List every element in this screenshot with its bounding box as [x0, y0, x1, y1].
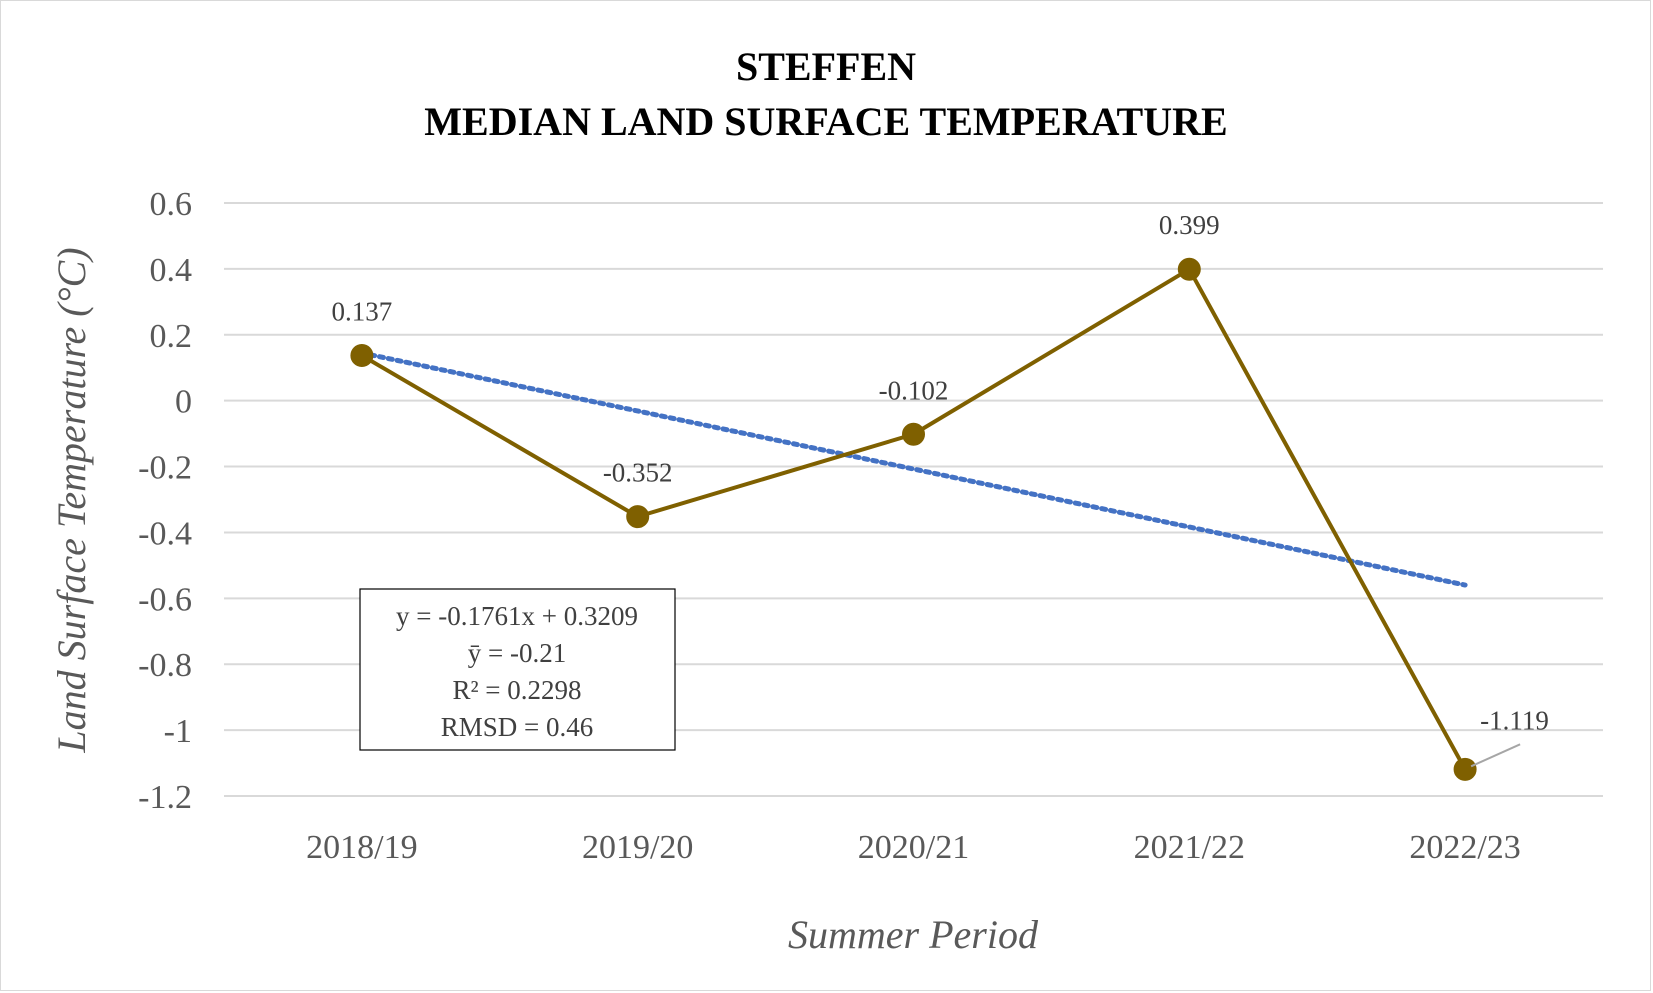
y-tick-label: -0.8	[138, 647, 192, 684]
x-tick-label: 2021/22	[1134, 829, 1245, 866]
trendline	[359, 350, 1468, 588]
x-tick-label: 2019/20	[582, 829, 693, 866]
x-axis-ticks: 2018/19 2019/20 2020/21 2021/22 2022/23	[306, 829, 1521, 866]
data-labels: 0.137 -0.352 -0.102 0.399 -1.119	[332, 210, 1549, 768]
y-tick-label: 0.6	[150, 186, 193, 223]
data-label: -1.119	[1480, 705, 1549, 735]
data-point	[1453, 757, 1477, 781]
data-label: -0.102	[879, 375, 949, 405]
stats-box: y = -0.1761x + 0.3209 ȳ = -0.21 R² = 0.2…	[359, 588, 676, 751]
chart-title: STEFFEN MEDIAN LAND SURFACE TEMPERATURE	[424, 44, 1227, 144]
data-point	[902, 422, 925, 446]
x-tick-label: 2018/19	[306, 829, 417, 866]
x-tick-label: 2020/21	[858, 829, 969, 866]
chart-title-line-2: MEDIAN LAND SURFACE TEMPERATURE	[424, 99, 1227, 144]
stats-mean: ȳ = -0.21	[468, 638, 566, 668]
data-label: -0.352	[603, 458, 673, 488]
data-label-leader	[1470, 743, 1521, 768]
x-tick-label: 2022/23	[1409, 829, 1520, 866]
stats-box-border	[359, 588, 676, 751]
data-label: 0.399	[1159, 210, 1220, 240]
y-tick-label: -0.6	[138, 581, 192, 618]
y-tick-label: -1	[164, 713, 192, 750]
stats-rmsd: RMSD = 0.46	[441, 712, 594, 742]
y-tick-label: -0.2	[138, 450, 192, 487]
data-point	[626, 505, 650, 529]
data-point	[350, 344, 374, 368]
y-tick-label: 0.4	[150, 252, 193, 289]
y-axis-ticks: 0.6 0.4 0.2 0 -0.2 -0.4 -0.6 -0.8 -1 -1.2	[138, 186, 192, 816]
stats-r-squared: R² = 0.2298	[452, 675, 581, 705]
y-tick-label: -1.2	[138, 779, 192, 816]
data-point	[1177, 257, 1201, 281]
data-label: 0.137	[332, 297, 393, 327]
y-tick-label: 0.2	[150, 318, 193, 355]
series	[350, 257, 1477, 781]
y-axis-title: Land Surface Temperature (°C)	[49, 247, 94, 753]
trendline-path	[359, 350, 1468, 588]
x-axis-title: Summer Period	[788, 912, 1039, 957]
chart-title-line-1: STEFFEN	[736, 44, 916, 89]
y-tick-label: -0.4	[138, 515, 192, 552]
y-tick-label: 0	[175, 384, 192, 421]
stats-equation: y = -0.1761x + 0.3209	[396, 601, 638, 631]
